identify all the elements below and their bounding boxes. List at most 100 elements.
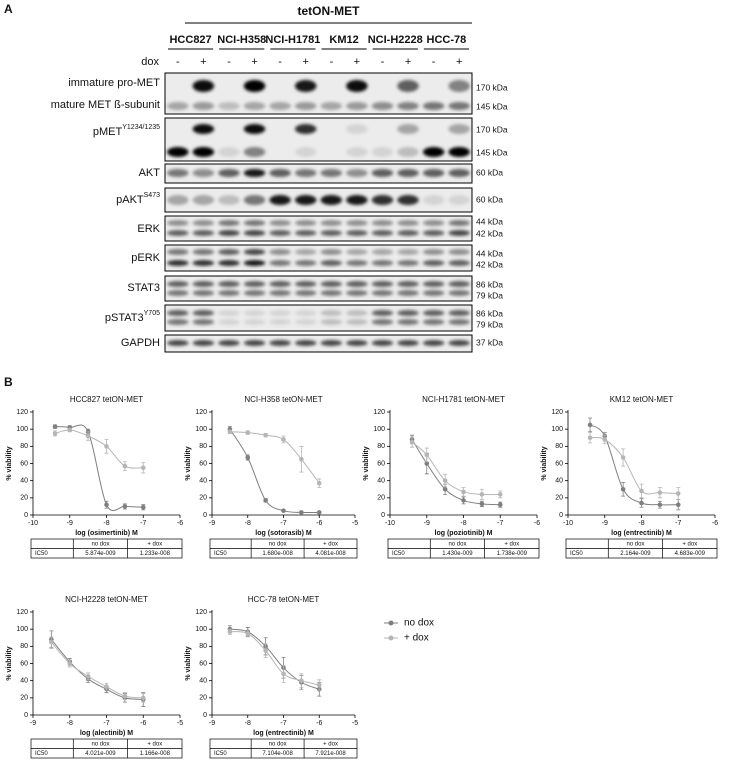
band — [346, 147, 368, 157]
band — [192, 102, 215, 110]
y-tick-label: 80 — [199, 443, 207, 450]
y-tick-label: 100 — [551, 426, 563, 433]
blot-membrane — [164, 275, 473, 302]
y-tick-label: 20 — [555, 495, 563, 502]
data-point — [281, 437, 286, 442]
band — [448, 290, 470, 296]
band — [371, 220, 394, 226]
band — [243, 310, 266, 316]
band — [320, 319, 343, 325]
band — [167, 249, 189, 255]
band — [294, 281, 317, 287]
y-tick-label: 100 — [373, 426, 385, 433]
band — [320, 249, 343, 255]
band — [167, 340, 189, 346]
y-tick-label: 40 — [555, 478, 563, 485]
row-label-text: mature MET ß-subunit — [51, 99, 160, 111]
band — [192, 220, 215, 226]
band — [422, 281, 445, 287]
band — [422, 290, 445, 296]
x-axis-label: log (poziotinib) M — [435, 530, 493, 537]
table-cell: 1.680e-008 — [262, 551, 293, 557]
band — [243, 220, 266, 226]
band — [397, 260, 419, 266]
fit-curve — [229, 428, 320, 514]
table-header: no dox — [91, 541, 109, 547]
y-tick-label: 80 — [199, 643, 207, 650]
band — [192, 290, 215, 296]
band — [167, 230, 189, 236]
band — [371, 319, 394, 325]
band — [448, 281, 470, 287]
data-point — [299, 678, 304, 683]
band — [294, 290, 317, 296]
band — [192, 124, 215, 134]
data-point — [461, 498, 466, 503]
x-tick-label: -5 — [177, 720, 183, 727]
band — [371, 290, 394, 296]
table-cell: 5.874e-009 — [85, 551, 116, 557]
cell-line-label: NCI-H2228 — [368, 34, 423, 46]
band — [218, 340, 240, 346]
band — [371, 195, 394, 205]
x-tick-label: -8 — [245, 520, 251, 527]
band — [397, 310, 419, 316]
cell-line-label: KM12 — [329, 34, 358, 46]
table-cell: 1.233e-008 — [140, 551, 171, 557]
table-cell: 7.104e-008 — [262, 751, 293, 757]
data-point — [424, 461, 430, 466]
data-point — [657, 502, 663, 508]
row-label-text: STAT3 — [127, 282, 160, 294]
data-point — [140, 465, 146, 471]
blot-membrane — [164, 304, 473, 332]
band — [448, 260, 470, 266]
x-tick-label: -5 — [352, 520, 358, 527]
row-label-text: AKT — [139, 167, 161, 179]
band — [243, 281, 266, 287]
band — [371, 249, 394, 255]
band — [397, 102, 419, 110]
row-label-text: pERK — [131, 252, 160, 264]
band — [397, 147, 419, 157]
chart-title: NCI-H1781 tetON-MET — [422, 395, 505, 404]
data-point — [67, 661, 73, 666]
band — [192, 260, 215, 266]
panel-label: A — [4, 2, 13, 16]
y-tick-label: 60 — [377, 460, 385, 467]
data-point — [104, 502, 109, 508]
band — [422, 319, 445, 325]
x-tick-label: -9 — [602, 520, 608, 527]
band — [448, 310, 470, 316]
x-tick-label: -6 — [140, 720, 146, 727]
band — [422, 260, 445, 266]
cell-line-label: NCI-H1781 — [265, 34, 320, 46]
data-point — [620, 486, 626, 492]
band — [294, 230, 317, 236]
table-header: + dox — [147, 741, 162, 747]
y-tick-label: 20 — [199, 695, 207, 702]
band — [346, 124, 368, 134]
y-tick-label: 0 — [559, 512, 563, 519]
fit-curve — [411, 441, 501, 496]
band — [269, 102, 291, 110]
x-tick-label: -6 — [316, 520, 322, 527]
band — [192, 319, 215, 325]
band — [371, 260, 394, 266]
y-axis-label: % viability — [185, 646, 192, 680]
band — [320, 220, 343, 226]
row-label: STAT3 — [127, 282, 160, 294]
y-tick-label: 40 — [377, 478, 385, 485]
band — [448, 230, 470, 236]
band — [269, 281, 291, 287]
y-tick-label: 120 — [16, 409, 28, 416]
band — [192, 195, 215, 205]
band — [218, 147, 240, 157]
x-tick-label: -5 — [352, 720, 358, 727]
band — [320, 195, 343, 205]
kda-label: 145 kDa — [476, 147, 508, 157]
band — [218, 319, 240, 325]
band — [294, 124, 317, 134]
blot-membrane — [164, 72, 473, 115]
table-cell: 2.164e-009 — [620, 551, 651, 557]
row-label-text: immature pro-MET — [68, 77, 160, 89]
